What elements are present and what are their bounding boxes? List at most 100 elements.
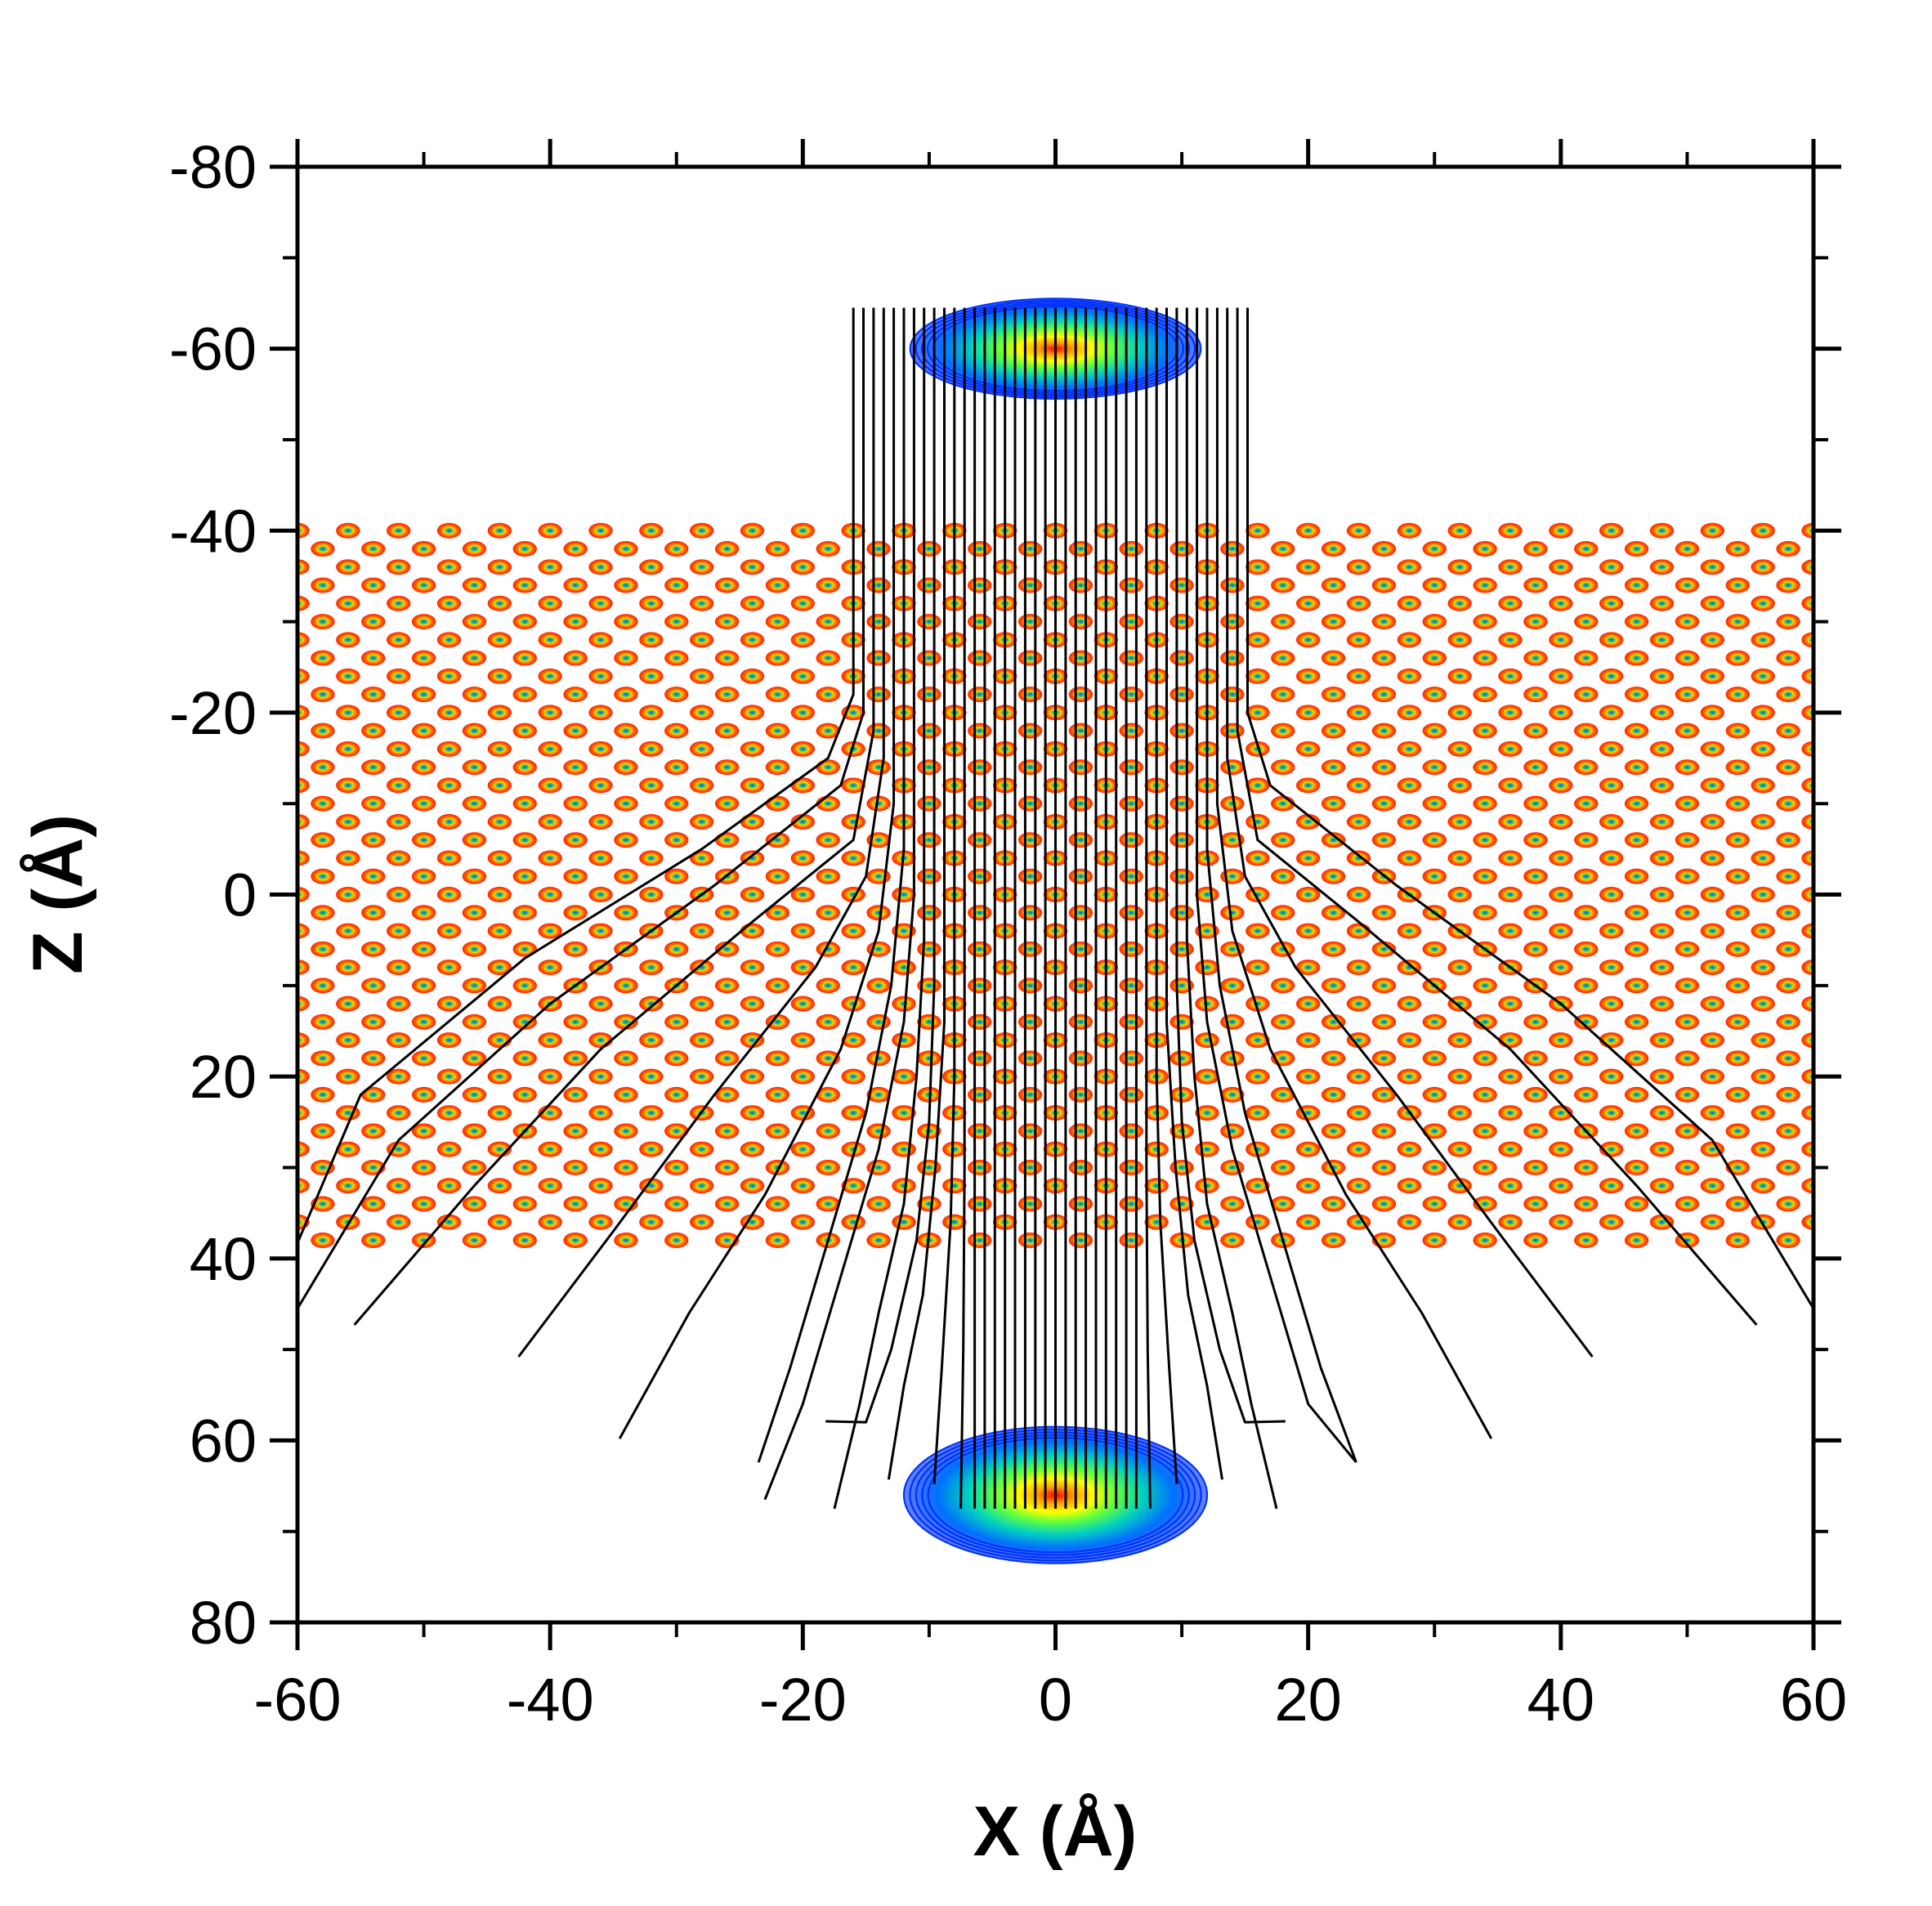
atom-column — [1725, 941, 1750, 957]
atom-column — [1119, 868, 1143, 884]
atom-column — [790, 740, 816, 757]
atom-column — [1599, 705, 1624, 721]
atom-column — [1624, 1050, 1649, 1067]
atom-column — [1422, 723, 1447, 739]
atom-column — [311, 541, 335, 557]
atom-column — [436, 559, 462, 575]
atom-column — [411, 1123, 436, 1139]
atom-column — [1295, 1032, 1321, 1049]
atom-column — [1220, 1013, 1245, 1030]
atom-column — [462, 1159, 487, 1175]
atom-column — [765, 905, 790, 921]
atom-column — [1017, 868, 1043, 884]
atom-column — [311, 1050, 335, 1067]
atom-column — [639, 850, 664, 866]
atom-column — [538, 1214, 562, 1230]
atom-column — [740, 887, 765, 902]
atom-column — [487, 559, 512, 575]
atom-column — [892, 887, 916, 902]
atom-column — [689, 559, 714, 575]
atom-column — [588, 887, 613, 902]
atom-column — [917, 541, 941, 557]
atom-column — [714, 795, 740, 812]
atom-column — [361, 1013, 386, 1030]
atom-column — [1649, 595, 1675, 611]
atom-column — [1321, 1196, 1346, 1212]
atom-column — [1776, 1159, 1800, 1175]
atom-column — [1624, 832, 1649, 848]
x-axis-title: X (Å) — [973, 1792, 1138, 1871]
atom-column — [968, 541, 992, 557]
atom-column — [361, 723, 386, 739]
atom-column — [968, 1123, 992, 1139]
atom-column — [1017, 795, 1043, 812]
atom-column — [1246, 632, 1270, 648]
atom-column — [1271, 541, 1295, 557]
atom-column — [1523, 759, 1548, 776]
atom-column — [968, 1159, 992, 1175]
atom-column — [639, 1141, 664, 1157]
trajectory-line — [833, 307, 926, 1510]
atom-column — [563, 1233, 588, 1248]
atom-column — [297, 1105, 310, 1121]
trajectory-line — [1175, 307, 1286, 1424]
atom-column — [1574, 832, 1599, 848]
atom-column — [1017, 723, 1043, 739]
atom-column — [1246, 1068, 1270, 1085]
atom-column — [1700, 1032, 1725, 1049]
atom-column — [1776, 832, 1800, 848]
atom-column — [386, 705, 411, 721]
atom-column — [1447, 813, 1472, 830]
atom-column — [336, 850, 360, 866]
atom-column — [1523, 832, 1548, 848]
atom-column — [436, 522, 462, 539]
atom-column — [1675, 687, 1700, 703]
atom-column — [538, 740, 562, 757]
trajectory-line — [297, 307, 865, 1309]
atom-column — [1271, 759, 1295, 776]
atom-column — [664, 832, 689, 848]
atom-column — [411, 1159, 436, 1175]
atom-column — [1574, 978, 1599, 994]
atom-column — [1346, 668, 1371, 684]
atom-column — [790, 813, 816, 830]
atom-column — [1473, 614, 1497, 630]
atom-column — [336, 960, 360, 976]
atom-column — [411, 541, 436, 557]
atom-column — [1776, 1123, 1800, 1139]
atom-column — [740, 813, 765, 830]
atom-column — [1017, 614, 1043, 630]
atom-column — [1119, 723, 1143, 739]
atom-column — [1473, 905, 1497, 921]
atom-column — [639, 813, 664, 830]
atom-column — [765, 1050, 790, 1067]
atom-column — [336, 777, 360, 794]
atom-column — [1220, 868, 1245, 884]
atom-column — [311, 687, 335, 703]
atom-column — [1725, 1086, 1750, 1103]
atom-column — [361, 795, 386, 812]
atom-column — [1751, 1105, 1775, 1121]
atom-column — [1523, 941, 1548, 957]
atom-column — [1195, 1141, 1219, 1157]
atom-column — [1068, 541, 1093, 557]
atom-column — [1321, 759, 1346, 776]
atom-column — [1776, 759, 1800, 776]
atom-column — [512, 723, 537, 739]
atom-column — [1220, 1086, 1245, 1103]
atom-column — [588, 850, 613, 866]
atom-column — [1801, 559, 1813, 575]
atom-column — [1169, 905, 1194, 921]
atom-column — [1624, 1086, 1649, 1103]
atom-column — [1246, 559, 1270, 575]
atom-column — [1346, 632, 1371, 648]
atom-column — [1321, 1159, 1346, 1175]
atom-column — [1574, 723, 1599, 739]
atom-column — [1624, 941, 1649, 957]
atom-column — [1068, 868, 1093, 884]
atom-column — [866, 1013, 891, 1030]
atom-column — [1624, 614, 1649, 630]
atom-column — [1119, 687, 1143, 703]
atom-column — [614, 905, 638, 921]
atom-column — [1447, 595, 1472, 611]
